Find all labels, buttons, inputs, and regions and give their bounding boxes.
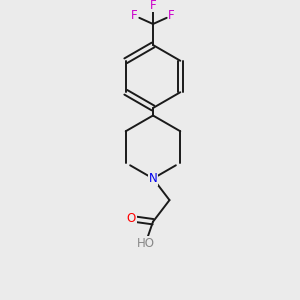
Text: O: O [127, 212, 136, 225]
Text: F: F [131, 9, 138, 22]
Text: HO: HO [136, 237, 154, 250]
Text: F: F [168, 9, 175, 22]
Text: F: F [150, 0, 156, 12]
Text: N: N [148, 172, 158, 185]
